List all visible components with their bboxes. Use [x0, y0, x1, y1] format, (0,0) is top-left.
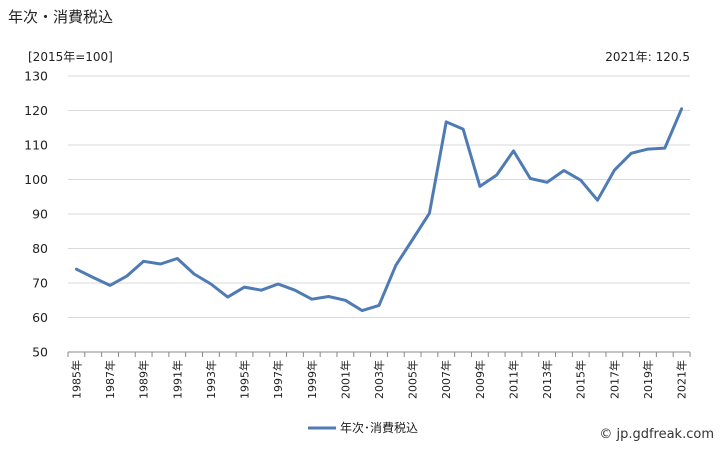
x-tick-label: 1999年 — [305, 360, 319, 399]
x-tick-label: 2007年 — [439, 360, 453, 399]
source-credit[interactable]: © jp.gdfreak.com — [599, 427, 714, 442]
series-line — [74, 107, 684, 313]
chart-title: 年次・消費税込 — [8, 8, 114, 26]
y-unit-label: [2015年=100] — [28, 50, 113, 64]
x-tick-label: 2009年 — [473, 360, 487, 399]
y-tick-label: 130 — [24, 69, 48, 84]
y-tick-label: 50 — [32, 345, 48, 360]
x-tick-label: 2013年 — [540, 360, 554, 399]
x-tick-label: 1993年 — [204, 360, 218, 399]
x-tick-label: 2003年 — [372, 360, 386, 399]
x-tick-label: 2017年 — [607, 360, 621, 399]
x-tick-label: 2019年 — [641, 360, 655, 399]
x-tick-label: 2001年 — [338, 360, 352, 399]
y-tick-label: 110 — [24, 138, 48, 153]
x-tick-label: 1995年 — [238, 360, 252, 399]
x-tick-label: 1991年 — [170, 360, 184, 399]
latest-value-annotation: 2021年: 120.5 — [605, 50, 690, 64]
y-tick-label: 100 — [24, 172, 48, 187]
y-tick-label: 120 — [24, 103, 48, 118]
y-tick-label: 60 — [32, 310, 48, 325]
x-tick-label: 2011年 — [506, 360, 520, 399]
y-tick-label: 90 — [32, 207, 48, 222]
x-tick-label: 1985年 — [69, 360, 83, 399]
x-tick-label: 1997年 — [271, 360, 285, 399]
y-tick-label: 80 — [32, 241, 48, 256]
x-tick-label: 2021年 — [675, 360, 689, 399]
y-tick-label: 70 — [32, 276, 48, 291]
legend-label: 年次･消費税込 — [340, 420, 418, 435]
x-tick-label: 1989年 — [137, 360, 151, 399]
x-tick-label: 1987年 — [103, 360, 117, 399]
x-tick-label: 2015年 — [574, 360, 588, 399]
x-tick-label: 2005年 — [406, 360, 420, 399]
